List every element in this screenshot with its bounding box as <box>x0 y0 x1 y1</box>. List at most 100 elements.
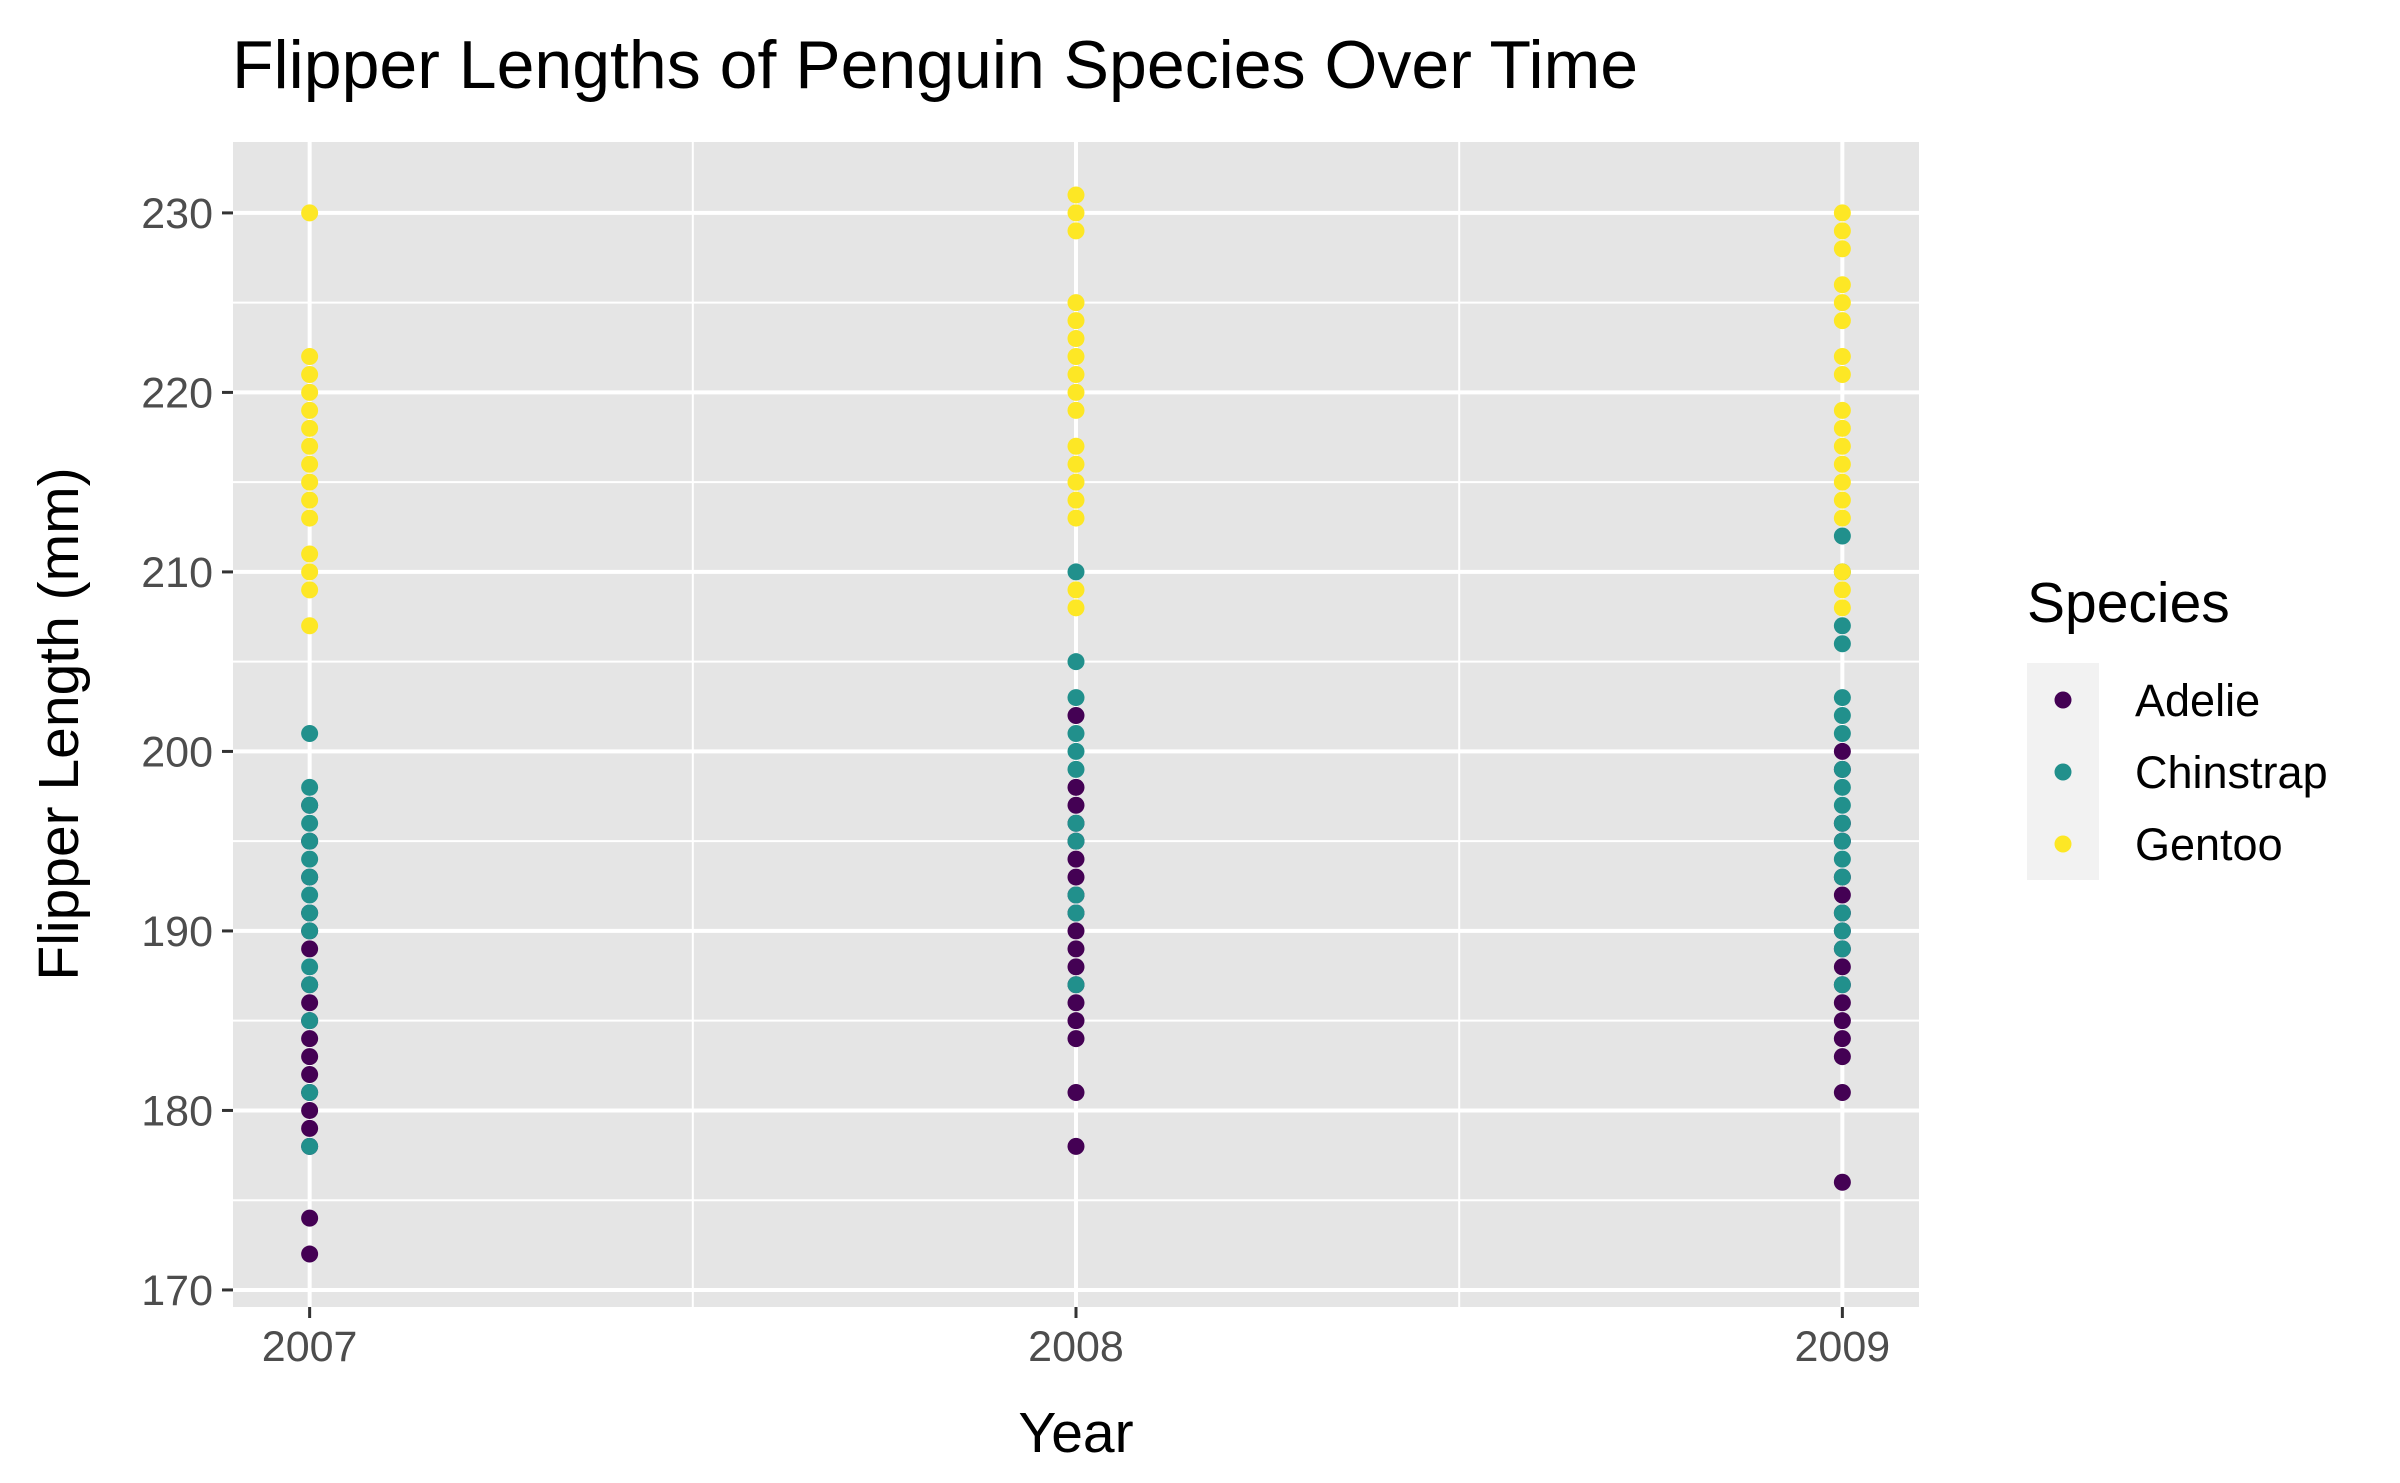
point-chinstrap <box>301 886 319 904</box>
point-chinstrap <box>301 814 319 832</box>
point-chinstrap <box>301 1083 319 1101</box>
point-chinstrap <box>1833 976 1851 994</box>
point-chinstrap <box>1833 940 1851 958</box>
x-tick-label: 2008 <box>1028 1323 1124 1371</box>
point-adelie <box>1067 868 1085 886</box>
point-chinstrap <box>1067 904 1085 922</box>
point-gentoo <box>301 348 319 366</box>
point-chinstrap <box>301 832 319 850</box>
point-chinstrap <box>1067 563 1085 581</box>
point-gentoo <box>1067 401 1085 419</box>
point-chinstrap <box>301 868 319 886</box>
point-adelie <box>301 1119 319 1137</box>
point-adelie <box>1833 1083 1851 1101</box>
point-chinstrap <box>1833 922 1851 940</box>
point-adelie <box>301 1245 319 1263</box>
point-gentoo <box>1067 473 1085 491</box>
point-gentoo <box>1067 365 1085 383</box>
point-chinstrap <box>1067 976 1085 994</box>
point-chinstrap <box>1833 689 1851 707</box>
legend-label-adelie: Adelie <box>2135 675 2260 726</box>
point-chinstrap <box>1833 796 1851 814</box>
y-tick-label: 200 <box>141 728 213 776</box>
point-chinstrap <box>301 958 319 976</box>
point-adelie <box>1833 994 1851 1012</box>
point-chinstrap <box>301 850 319 868</box>
point-chinstrap <box>1833 832 1851 850</box>
point-gentoo <box>1067 294 1085 312</box>
point-chinstrap <box>1833 904 1851 922</box>
y-axis-title: Flipper Length (mm) <box>27 467 91 980</box>
point-adelie <box>1833 886 1851 904</box>
point-chinstrap <box>1067 724 1085 742</box>
point-gentoo <box>301 455 319 473</box>
point-chinstrap <box>1833 724 1851 742</box>
point-gentoo <box>301 617 319 635</box>
point-chinstrap <box>1067 653 1085 671</box>
point-adelie <box>1067 994 1085 1012</box>
point-adelie <box>301 940 319 958</box>
point-gentoo <box>1833 222 1851 240</box>
y-tick-label: 180 <box>141 1087 213 1135</box>
point-adelie <box>1067 850 1085 868</box>
point-chinstrap <box>1067 689 1085 707</box>
point-adelie <box>1067 796 1085 814</box>
point-chinstrap <box>1833 868 1851 886</box>
point-gentoo <box>1833 312 1851 330</box>
point-chinstrap <box>1067 814 1085 832</box>
point-gentoo <box>1067 186 1085 204</box>
point-adelie <box>1067 778 1085 796</box>
y-tick-label: 230 <box>141 190 213 238</box>
point-adelie <box>301 1209 319 1227</box>
point-gentoo <box>301 509 319 527</box>
point-adelie <box>1067 707 1085 725</box>
point-gentoo <box>301 581 319 599</box>
legend-label-gentoo: Gentoo <box>2135 819 2283 870</box>
point-chinstrap <box>1833 635 1851 653</box>
point-chinstrap <box>1833 527 1851 545</box>
x-axis: 2007 2008 2009 <box>262 1307 1890 1371</box>
point-gentoo <box>1833 276 1851 294</box>
point-chinstrap <box>301 1137 319 1155</box>
point-chinstrap <box>301 922 319 940</box>
point-gentoo <box>1067 383 1085 401</box>
legend-key-chinstrap <box>2054 763 2072 781</box>
point-adelie <box>1067 1012 1085 1030</box>
point-chinstrap <box>301 1012 319 1030</box>
point-adelie <box>1067 940 1085 958</box>
legend-key-gentoo <box>2054 835 2072 853</box>
point-gentoo <box>1833 563 1851 581</box>
y-tick-label: 190 <box>141 908 213 956</box>
point-adelie <box>1067 1083 1085 1101</box>
point-gentoo <box>1067 348 1085 366</box>
point-adelie <box>1833 1048 1851 1066</box>
point-gentoo <box>301 473 319 491</box>
point-gentoo <box>301 563 319 581</box>
point-chinstrap <box>1833 778 1851 796</box>
point-chinstrap <box>1833 707 1851 725</box>
point-gentoo <box>1833 204 1851 222</box>
point-gentoo <box>301 545 319 563</box>
y-axis: 170 180 190 200 210 220 230 <box>141 190 233 1315</box>
point-chinstrap <box>1833 760 1851 778</box>
point-gentoo <box>301 204 319 222</box>
point-gentoo <box>1067 204 1085 222</box>
point-gentoo <box>1833 599 1851 617</box>
point-chinstrap <box>1833 617 1851 635</box>
data-points <box>301 186 1851 1263</box>
point-adelie <box>1067 958 1085 976</box>
point-adelie <box>1833 958 1851 976</box>
point-gentoo <box>1833 401 1851 419</box>
point-gentoo <box>301 401 319 419</box>
point-adelie <box>1067 1030 1085 1048</box>
point-gentoo <box>301 491 319 509</box>
point-gentoo <box>1833 294 1851 312</box>
point-chinstrap <box>301 796 319 814</box>
point-gentoo <box>1067 455 1085 473</box>
point-gentoo <box>1067 599 1085 617</box>
point-adelie <box>1833 742 1851 760</box>
point-gentoo <box>1067 437 1085 455</box>
point-chinstrap <box>1067 832 1085 850</box>
point-gentoo <box>1833 509 1851 527</box>
point-gentoo <box>1833 491 1851 509</box>
